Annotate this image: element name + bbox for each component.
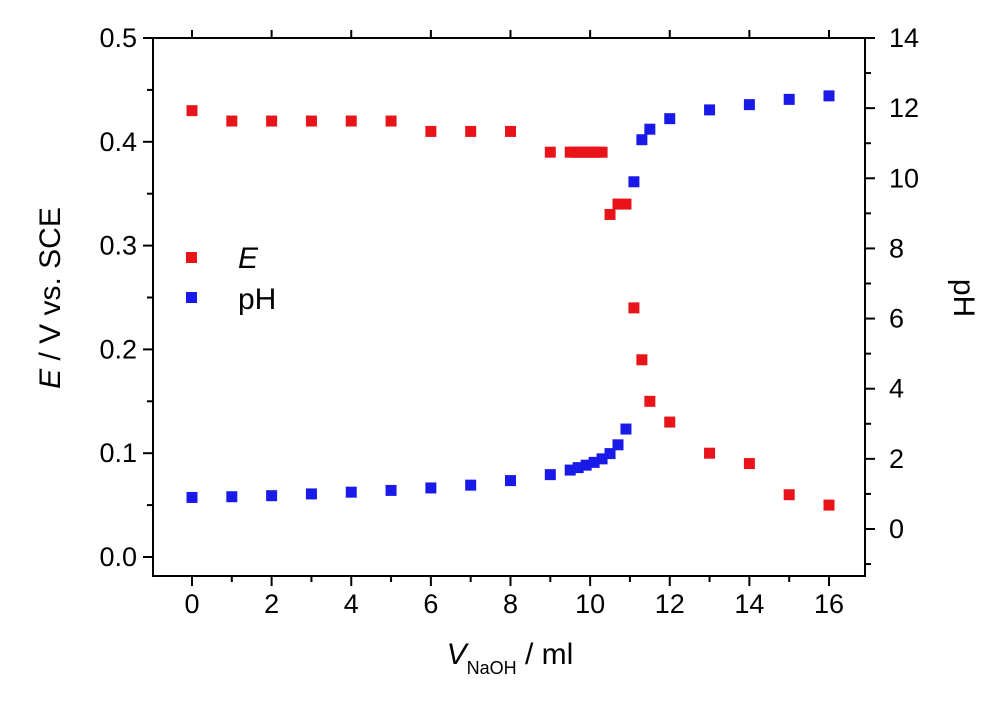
data-point-e xyxy=(305,115,317,127)
data-point-ph xyxy=(226,491,238,503)
x-tick-label: 4 xyxy=(344,589,359,619)
y-left-axis-title-rest: / V vs. SCE xyxy=(34,207,67,369)
y-left-tick-label: 0.0 xyxy=(99,542,137,572)
x-axis-title: VNaOH / ml xyxy=(447,638,574,678)
data-point-ph xyxy=(604,448,616,460)
data-point-e xyxy=(385,115,397,127)
x-axis-title-subscript: NaOH xyxy=(467,658,517,678)
y-left-tick-label: 0.3 xyxy=(99,231,137,261)
y-left-tick-label: 0.2 xyxy=(99,334,137,364)
legend-marker-e xyxy=(186,252,197,263)
data-point-ph xyxy=(588,456,600,468)
data-point-e xyxy=(604,208,616,220)
data-point-ph xyxy=(186,491,198,503)
y-right-tick-label: 6 xyxy=(889,304,904,334)
data-point-e xyxy=(620,198,632,210)
x-tick-label: 14 xyxy=(734,589,764,619)
data-point-e xyxy=(544,146,556,158)
data-point-e xyxy=(186,105,198,117)
legend-label-ph: pH xyxy=(238,283,276,316)
data-point-ph xyxy=(612,439,624,451)
y-left-axis-title: E / V vs. SCE xyxy=(34,207,67,389)
data-point-e xyxy=(704,447,716,459)
data-point-e xyxy=(823,499,835,511)
data-point-ph xyxy=(425,482,437,494)
data-point-e xyxy=(226,115,238,127)
data-point-e xyxy=(743,458,755,470)
x-tick-label: 2 xyxy=(264,589,279,619)
y-left-tick-label: 0.4 xyxy=(99,127,137,157)
data-point-ph xyxy=(345,486,357,498)
data-point-ph xyxy=(580,459,592,471)
y-right-tick-label: 10 xyxy=(889,163,919,193)
x-tick-label: 0 xyxy=(184,589,199,619)
y-right-tick-label: 4 xyxy=(889,374,904,404)
x-axis-title-italic: V xyxy=(447,638,470,671)
legend-marker-ph xyxy=(186,292,197,303)
data-point-ph xyxy=(704,104,716,116)
data-point-ph xyxy=(544,469,556,481)
x-tick-label: 12 xyxy=(655,589,685,619)
data-point-e xyxy=(628,302,640,314)
data-point-e xyxy=(612,198,624,210)
y-right-tick-label: 8 xyxy=(889,233,904,263)
y-right-tick-label: 0 xyxy=(889,514,904,544)
data-point-ph xyxy=(644,123,656,135)
legend-label-e: E xyxy=(238,242,259,275)
data-point-ph xyxy=(305,488,317,500)
data-point-ph xyxy=(823,90,835,102)
x-tick-label: 6 xyxy=(423,589,438,619)
data-point-e xyxy=(644,395,656,407)
data-point-ph xyxy=(564,464,576,476)
y-right-axis-title: pH xyxy=(947,279,980,317)
data-point-e xyxy=(636,354,648,366)
data-point-ph xyxy=(505,475,516,487)
y-left-axis-title-italic: E xyxy=(34,368,67,389)
y-right-tick-label: 12 xyxy=(889,93,919,123)
legend: E pH xyxy=(186,242,276,316)
data-point-ph xyxy=(596,453,608,465)
data-point-e xyxy=(505,125,516,137)
data-point-ph xyxy=(572,462,584,474)
data-point-e xyxy=(345,115,357,127)
data-point-e xyxy=(266,115,278,127)
data-point-e xyxy=(596,146,608,158)
data-point-e xyxy=(783,489,795,501)
data-point-ph xyxy=(385,484,397,496)
y-left-tick-label: 0.5 xyxy=(99,23,137,53)
data-point-ph xyxy=(620,423,632,435)
data-point-ph xyxy=(783,93,795,105)
y-left-tick-label: 0.1 xyxy=(99,438,137,468)
data-point-ph xyxy=(266,490,278,502)
y-right-tick-label: 14 xyxy=(889,23,919,53)
x-axis-title-rest: / ml xyxy=(517,638,574,671)
data-point-e xyxy=(425,125,437,137)
plot-frame xyxy=(152,37,866,577)
data-point-ph xyxy=(465,479,477,491)
x-tick-label: 8 xyxy=(503,589,518,619)
data-point-e xyxy=(664,416,676,428)
data-point-ph xyxy=(628,176,640,188)
data-point-ph xyxy=(636,134,648,146)
x-tick-label: 16 xyxy=(814,589,844,619)
data-point-e xyxy=(465,125,477,137)
y-right-tick-label: 2 xyxy=(889,444,904,474)
data-point-ph xyxy=(743,99,755,111)
x-tick-label: 10 xyxy=(575,589,605,619)
data-point-ph xyxy=(664,113,676,125)
